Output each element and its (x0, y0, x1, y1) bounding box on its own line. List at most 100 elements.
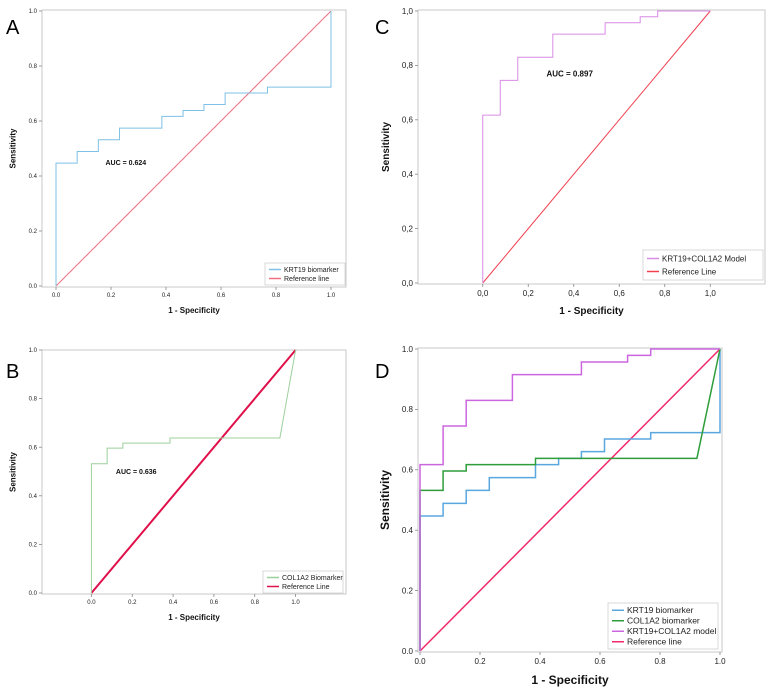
y-tick-label: 0.4 (29, 174, 38, 180)
panel-b-chart: B 0.0 0.2 0.4 0.6 0.8 1.0 0.0 0.2 0.4 0.6 0.8 1.0 1 -… (6, 348, 347, 622)
x-tick-label: 1.0 (714, 657, 726, 666)
legend-entry: Reference line (284, 276, 329, 283)
legend-box (642, 249, 764, 281)
x-tick-label: 0.0 (414, 657, 426, 666)
series-line-krt19-col1a2-model (419, 348, 720, 651)
panel-letter: C (375, 17, 389, 39)
auc-annotation: AUC = 0.897 (546, 69, 593, 78)
x-tick-label: 1.0 (327, 293, 336, 299)
x-tick-label: 1.0 (291, 600, 300, 606)
x-tick-label: 0.2 (474, 657, 486, 666)
panel-letter: A (6, 17, 20, 39)
y-tick-label: 0.8 (29, 397, 38, 403)
y-tick-label: 0.8 (29, 64, 38, 70)
x-tick-label: 0.6 (594, 657, 606, 666)
x-axis-label: 1 - Specificity (559, 306, 624, 317)
y-tick-label: 0,0 (402, 279, 414, 288)
legend-entry: Reference Line (662, 267, 717, 276)
legend-entry: Reference Line (282, 584, 330, 591)
series-line-reference-line (55, 10, 332, 287)
x-tick-label: 1,0 (705, 289, 717, 298)
series-line-krt19-biomarker (419, 349, 721, 651)
auc-annotation: AUC = 0.636 (116, 469, 157, 476)
series-line-krt19-biomarker (55, 11, 332, 286)
y-tick-label: 0.4 (402, 526, 414, 535)
y-tick-label: 0.0 (29, 591, 38, 597)
legend: KRT19 biomarker Reference line (264, 262, 346, 286)
plot-frame (417, 9, 766, 285)
legend: COL1A2 Biomarker Reference Line (262, 570, 344, 594)
panel-c-chart: C 0,0 0,2 0,4 0,6 0,8 1,0 0,0 0,2 0,4 0,6 0,8 1,0 1 -… (375, 7, 766, 317)
y-axis-label: Sensitivity (378, 470, 392, 530)
y-tick-label: 0.2 (29, 543, 38, 549)
y-tick-label: 0.8 (402, 405, 414, 414)
y-tick-label: 0.6 (402, 466, 414, 475)
x-tick-label: 0.4 (534, 657, 546, 666)
legend-entry: Reference line (627, 637, 682, 647)
legend: KRT19+COL1A2 Model Reference Line (642, 249, 764, 281)
y-axis-label: Sensitivity (9, 128, 18, 169)
y-tick-label: 0,6 (402, 116, 414, 125)
x-axis-label: 1 - Specificity (531, 673, 609, 687)
x-tick-label: 0.8 (272, 293, 281, 299)
panel-a-chart: A 0.0 0.2 0.4 0.6 0.8 1.0 0.0 0.2 0.4 0.6 0.8 1.0 1 -… (6, 9, 347, 315)
x-tick-label: 0.6 (210, 600, 219, 606)
x-axis-label: 1 - Specificity (168, 613, 220, 622)
y-tick-label: 1.0 (402, 345, 414, 354)
y-tick-label: 0.2 (402, 586, 414, 595)
y-tick-label: 1.0 (29, 9, 38, 15)
y-axis-label: Sensitivity (9, 451, 18, 492)
legend-entry: KRT19+COL1A2 Model (662, 254, 746, 263)
series-line-reference-line (90, 349, 297, 594)
series-line-col1a2-biomarker (90, 349, 297, 593)
y-tick-label: 0,8 (402, 61, 414, 70)
legend-entry: COL1A2 biomarker (627, 616, 700, 626)
x-tick-label: 0.8 (654, 657, 666, 666)
legend-box (264, 262, 346, 286)
panel-letter: D (375, 361, 389, 383)
y-tick-label: 0.2 (29, 229, 38, 235)
x-tick-label: 0.0 (52, 293, 61, 299)
y-tick-label: 0,4 (402, 170, 414, 179)
x-tick-label: 0.4 (169, 600, 178, 606)
panel-d-chart: D 0.0 0.2 0.4 0.6 0.8 1.0 0.0 0.2 0.4 0.6 0.8 1.0 1 -… (375, 345, 726, 687)
x-tick-label: 0,6 (614, 289, 626, 298)
y-tick-label: 0.0 (402, 647, 414, 656)
x-tick-label: 0,2 (523, 289, 535, 298)
x-tick-label: 0.4 (162, 293, 171, 299)
y-tick-label: 0.0 (29, 284, 38, 290)
y-tick-label: 1.0 (29, 348, 38, 354)
legend-entry: KRT19 biomarker (284, 267, 339, 274)
x-tick-label: 0,0 (477, 289, 489, 298)
plot-frame (417, 347, 723, 653)
x-tick-label: 0,4 (568, 289, 580, 298)
legend-entry: KRT19+COL1A2 model (627, 626, 716, 636)
series-line-reference-line (419, 348, 721, 652)
x-tick-label: 0,8 (659, 289, 671, 298)
y-tick-label: 1,0 (402, 7, 414, 16)
legend-entry: COL1A2 Biomarker (282, 575, 343, 582)
y-tick-label: 0.6 (29, 119, 38, 125)
legend-box (262, 570, 344, 594)
x-axis-label: 1 - Specificity (168, 306, 220, 315)
x-tick-label: 0.2 (107, 293, 116, 299)
y-tick-label: 0.6 (29, 445, 38, 451)
panel-letter: B (6, 361, 19, 383)
y-tick-label: 0,2 (402, 224, 414, 233)
series-line-reference-line (482, 10, 711, 284)
x-tick-label: 0.0 (87, 600, 96, 606)
y-axis-label: Sensitivity (381, 122, 392, 172)
plot-frame (41, 349, 347, 595)
auc-annotation: AUC = 0.624 (106, 160, 147, 167)
x-tick-label: 0.6 (217, 293, 226, 299)
x-tick-label: 0.8 (251, 600, 260, 606)
x-tick-label: 0.2 (128, 600, 137, 606)
series-line-col1a2-biomarker (419, 348, 721, 651)
y-tick-label: 0.4 (29, 494, 38, 500)
plot-frame (41, 9, 347, 288)
series-line-krt19-col1a2-model (482, 10, 711, 283)
legend-box (607, 602, 719, 650)
legend-entry: KRT19 biomarker (627, 605, 694, 615)
